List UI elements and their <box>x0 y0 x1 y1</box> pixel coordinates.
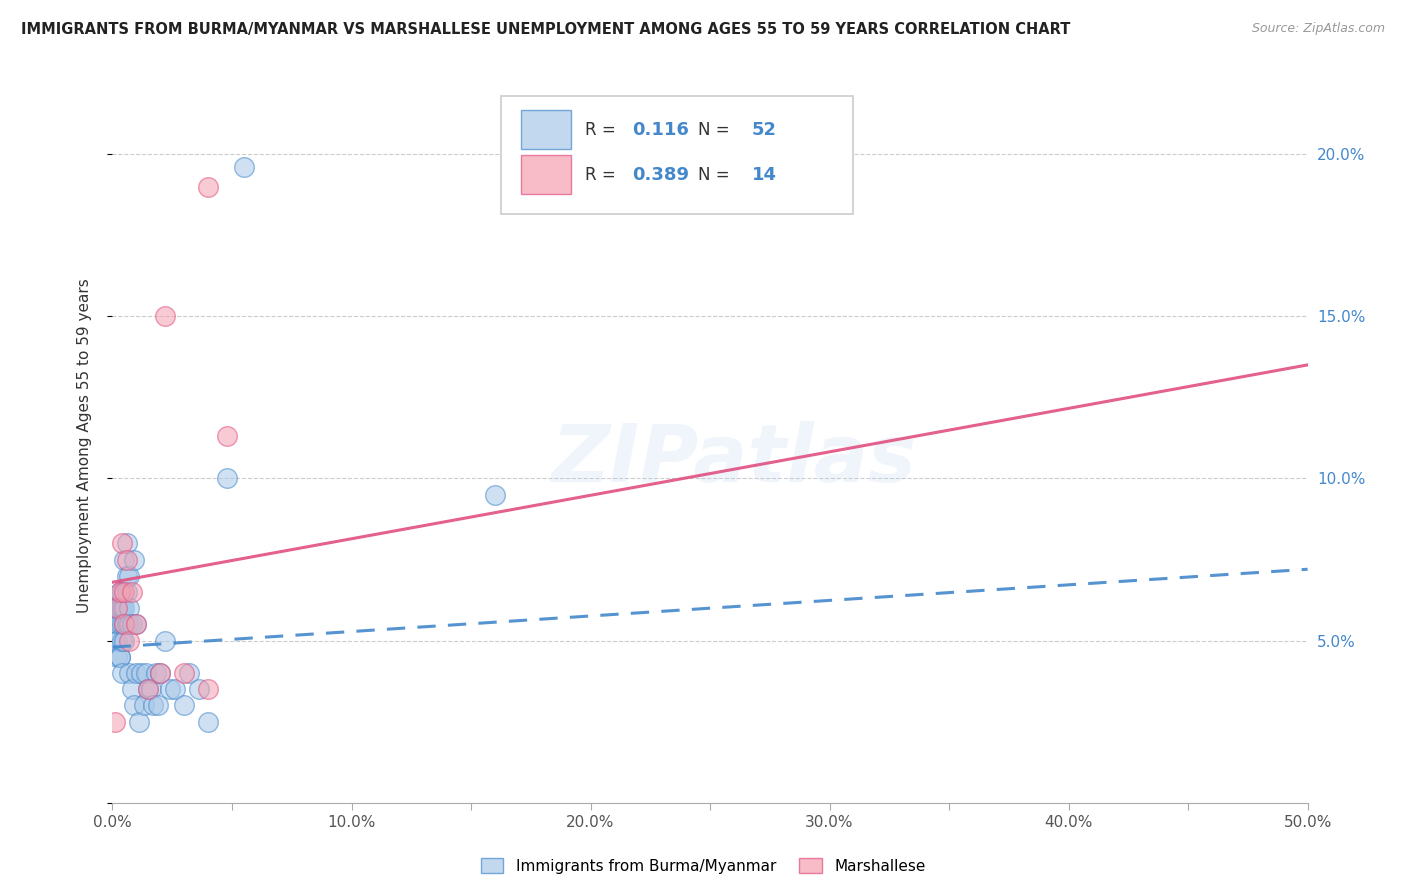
Point <box>111 536 134 550</box>
Point <box>484 488 506 502</box>
Point <box>118 633 141 648</box>
Point <box>197 682 219 697</box>
Point <box>159 682 181 697</box>
Point <box>114 617 135 632</box>
Point <box>177 666 200 681</box>
Point <box>114 585 135 599</box>
Point <box>173 698 195 713</box>
Point <box>105 649 128 664</box>
Point <box>125 617 148 632</box>
Point <box>163 682 186 697</box>
Point <box>104 633 127 648</box>
Point <box>138 682 160 697</box>
Point <box>105 633 128 648</box>
Point <box>108 649 131 664</box>
FancyBboxPatch shape <box>522 155 571 194</box>
Point <box>142 698 165 713</box>
Point <box>115 585 138 599</box>
Point <box>104 601 127 615</box>
Point <box>122 552 145 566</box>
FancyBboxPatch shape <box>522 111 571 150</box>
Point <box>138 682 160 697</box>
Point <box>145 666 167 681</box>
Point <box>115 568 138 582</box>
Text: 14: 14 <box>752 166 778 184</box>
Point <box>153 633 176 648</box>
Point <box>125 617 148 632</box>
Legend: Immigrants from Burma/Myanmar, Marshallese: Immigrants from Burma/Myanmar, Marshalle… <box>474 852 932 880</box>
Point <box>149 666 172 681</box>
FancyBboxPatch shape <box>501 96 853 214</box>
Text: Source: ZipAtlas.com: Source: ZipAtlas.com <box>1251 22 1385 36</box>
Point <box>233 160 256 174</box>
Point <box>125 666 148 681</box>
Point <box>115 617 138 632</box>
Point <box>122 698 145 713</box>
Point <box>114 601 135 615</box>
Point <box>132 698 155 713</box>
Text: 52: 52 <box>752 121 778 139</box>
Point <box>111 617 134 632</box>
Point <box>108 585 131 599</box>
Point <box>217 471 239 485</box>
Point <box>118 666 141 681</box>
Point <box>146 698 169 713</box>
Point <box>108 601 131 615</box>
Text: 0.389: 0.389 <box>633 166 689 184</box>
Point <box>217 429 239 443</box>
Point <box>197 714 219 729</box>
Point <box>118 568 141 582</box>
Text: N =: N = <box>699 121 735 139</box>
Text: R =: R = <box>585 166 620 184</box>
Point <box>197 179 219 194</box>
Point <box>111 601 134 615</box>
Point <box>114 633 135 648</box>
Point <box>139 682 162 697</box>
Text: IMMIGRANTS FROM BURMA/MYANMAR VS MARSHALLESE UNEMPLOYMENT AMONG AGES 55 TO 59 YE: IMMIGRANTS FROM BURMA/MYANMAR VS MARSHAL… <box>21 22 1070 37</box>
Point <box>105 601 128 615</box>
Point <box>114 552 135 566</box>
Point <box>111 585 134 599</box>
Point <box>108 617 131 632</box>
Point <box>111 666 134 681</box>
Point <box>121 585 143 599</box>
Point <box>153 310 176 324</box>
Point <box>187 682 209 697</box>
Point <box>135 666 157 681</box>
Point <box>118 601 141 615</box>
Y-axis label: Unemployment Among Ages 55 to 59 years: Unemployment Among Ages 55 to 59 years <box>77 278 91 614</box>
Point <box>121 682 143 697</box>
Point <box>111 633 134 648</box>
Point <box>128 714 150 729</box>
Point <box>108 585 131 599</box>
Text: ZIPatlas: ZIPatlas <box>551 421 917 500</box>
Point <box>105 617 128 632</box>
Text: R =: R = <box>585 121 620 139</box>
Point <box>129 666 152 681</box>
Point <box>115 552 138 566</box>
Text: N =: N = <box>699 166 735 184</box>
Point <box>118 617 141 632</box>
Point <box>108 649 131 664</box>
Text: 0.116: 0.116 <box>633 121 689 139</box>
Point <box>104 714 127 729</box>
Point <box>121 617 143 632</box>
Point <box>115 536 138 550</box>
Point <box>149 666 172 681</box>
Point <box>105 601 128 615</box>
Point <box>173 666 195 681</box>
Point <box>114 617 135 632</box>
